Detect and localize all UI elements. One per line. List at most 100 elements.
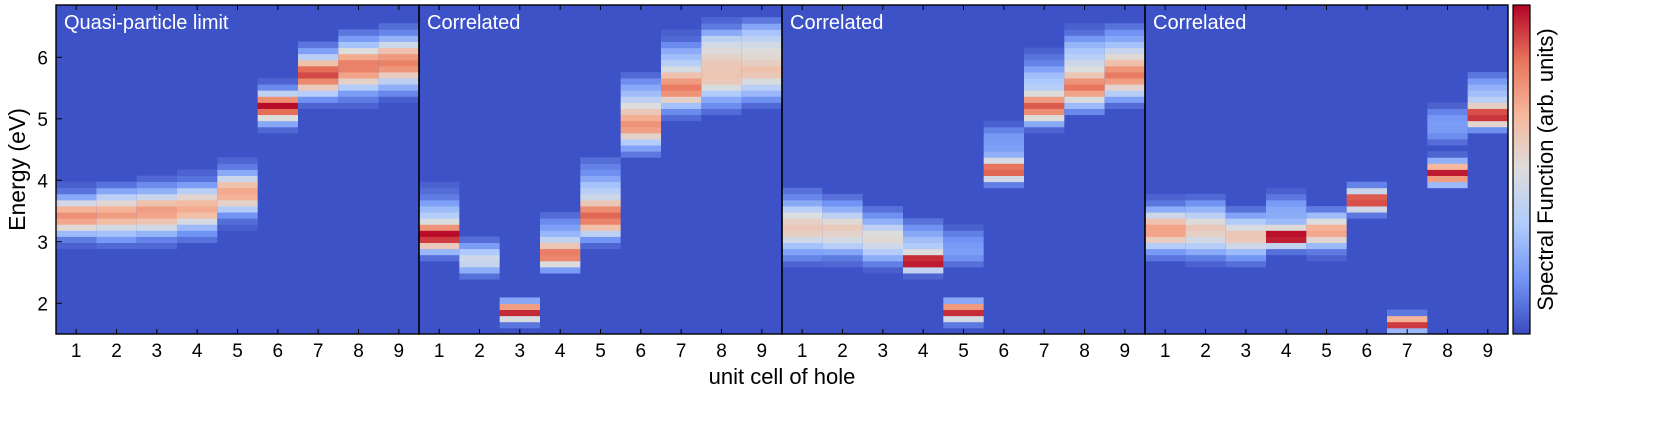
heat-cell [1185, 212, 1226, 219]
heat-cell [298, 41, 339, 49]
heat-cell [580, 206, 621, 213]
heat-cell [661, 41, 702, 49]
x-tick-label: 5 [958, 341, 969, 362]
heat-cell [983, 120, 1024, 128]
heat-cell [459, 236, 500, 244]
panel-1-title: Quasi-particle limit [64, 12, 229, 34]
colorbar [1512, 4, 1531, 335]
heat-cell [862, 266, 903, 274]
x-tick-label: 1 [434, 341, 445, 362]
heat-cell [1104, 23, 1145, 30]
heat-cell [136, 206, 177, 213]
heat-cell [177, 206, 218, 213]
panel-1-column-2 [96, 181, 137, 250]
heat-cell [217, 193, 258, 201]
heat-cell [620, 102, 661, 109]
heat-cell [1104, 72, 1145, 79]
heat-cell [580, 163, 621, 170]
x-tick-label: 2 [837, 341, 848, 362]
heat-cell [1185, 199, 1226, 207]
heat-cell [1427, 175, 1468, 183]
heat-cell [257, 90, 298, 97]
heat-cell [782, 193, 823, 201]
heat-cell [1145, 236, 1186, 244]
heat-cell [983, 151, 1024, 158]
heat-cell [1104, 78, 1145, 85]
heat-cell [701, 41, 742, 49]
heat-cell [1467, 120, 1508, 128]
x-tick-label: 2 [474, 341, 485, 362]
heat-cell [1427, 139, 1468, 146]
heat-cell [1266, 236, 1307, 244]
heat-cell [1104, 90, 1145, 97]
y-tick-label: 2 [37, 294, 48, 315]
heat-cell [741, 29, 782, 36]
heat-cell [298, 96, 339, 103]
heat-cell [136, 212, 177, 219]
panel-2-column-3 [499, 297, 540, 329]
heat-cell [620, 114, 661, 122]
heat-cell [620, 96, 661, 103]
panel-3-column-8 [1064, 23, 1105, 116]
heat-cell [217, 218, 258, 225]
heat-cell [96, 224, 137, 231]
heat-cell [136, 175, 177, 183]
panel-3-column-7 [1024, 47, 1065, 134]
heat-cell [661, 84, 702, 91]
heat-cell [298, 59, 339, 67]
heat-cell [338, 41, 379, 49]
heat-cell [136, 236, 177, 244]
heat-cell [1266, 206, 1307, 213]
heat-cell [298, 102, 339, 109]
heat-cell [378, 41, 419, 49]
panel-2-column-6 [620, 72, 661, 158]
x-tick-label: 4 [918, 341, 929, 362]
x-tick-label: 5 [595, 341, 606, 362]
heat-cell [1266, 187, 1307, 195]
x-tick-label: 4 [1281, 341, 1292, 362]
heat-cell [1064, 90, 1105, 97]
heat-cell [540, 230, 581, 237]
heat-cell [136, 218, 177, 225]
heat-cell [1306, 236, 1347, 244]
heat-cell [1024, 84, 1065, 91]
heat-cell [1266, 242, 1307, 250]
heat-cell [540, 254, 581, 262]
heat-cell [257, 78, 298, 85]
x-tick-label: 8 [353, 341, 364, 362]
heat-cell [1467, 72, 1508, 79]
heat-cell [419, 181, 460, 189]
heat-cell [741, 41, 782, 49]
heat-cell [1346, 206, 1387, 213]
heat-cell [1024, 96, 1065, 103]
heat-cell [1387, 315, 1428, 323]
heat-cell [419, 224, 460, 231]
heat-cell [862, 248, 903, 256]
panel-2-column-8 [701, 17, 742, 116]
heat-cell [903, 230, 944, 237]
heat-cell [419, 199, 460, 207]
heat-cell [903, 218, 944, 225]
heat-cell [1427, 181, 1468, 189]
heat-cell [1024, 120, 1065, 128]
heat-cell [540, 224, 581, 231]
heat-cell [1225, 218, 1266, 225]
y-axis-label: Energy (eV) [4, 108, 30, 231]
heat-cell [1266, 230, 1307, 237]
heat-cell [1104, 96, 1145, 103]
heat-cell [1064, 78, 1105, 85]
heat-cell [983, 175, 1024, 183]
heat-cell [1467, 114, 1508, 122]
x-tick-label: 9 [394, 341, 405, 362]
heat-cell [136, 181, 177, 189]
heat-cell [701, 72, 742, 79]
heat-cell [741, 96, 782, 103]
heat-cell [136, 199, 177, 207]
heat-cell [419, 187, 460, 195]
heat-cell [782, 212, 823, 219]
heat-cell [1225, 260, 1266, 268]
panel-4-column-8 [1427, 102, 1468, 189]
heat-cell [661, 65, 702, 73]
heat-cell [298, 72, 339, 79]
